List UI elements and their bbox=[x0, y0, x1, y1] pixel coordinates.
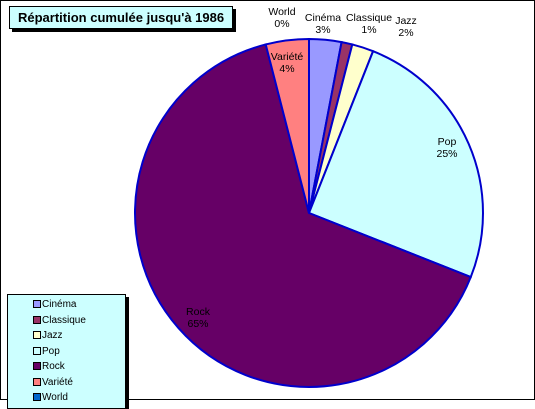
slice-label-jazz: Jazz 2% bbox=[395, 15, 417, 39]
pie-slice-rock bbox=[134, 43, 473, 388]
legend-item-jazz: Jazz bbox=[8, 328, 125, 344]
pie-slices bbox=[134, 37, 484, 388]
slice-label-variete: Variété 4% bbox=[271, 51, 304, 75]
chart-title: Répartition cumulée jusqu'à 1986 bbox=[9, 6, 234, 29]
slice-label-world: World 0% bbox=[268, 6, 295, 30]
legend-item-classique: Classique bbox=[8, 313, 125, 329]
legend-swatch-classique bbox=[33, 315, 41, 324]
pie-chart: Cinéma 3%Classique 1%Jazz 2% Pop 25% Rock 65% Va… bbox=[134, 6, 484, 388]
pie-slice-variete bbox=[264, 37, 310, 214]
legend-label-rock: Rock bbox=[42, 361, 65, 373]
slice-label-cinema: Cinéma 3% bbox=[305, 12, 341, 36]
legend-label-variete: Variété bbox=[42, 376, 73, 388]
legend-swatch-jazz bbox=[33, 331, 41, 339]
pie-labels: Cinéma 3%Classique 1%Jazz 2% Pop 25% Rock 65% Va… bbox=[186, 6, 457, 330]
pie-slice-pop bbox=[307, 49, 484, 279]
legend-swatch-variete bbox=[33, 377, 41, 386]
legend-label-cinema: Cinéma bbox=[42, 299, 77, 311]
legend-swatch-pop bbox=[33, 346, 41, 355]
legend-item-pop: Pop bbox=[8, 344, 125, 360]
legend-item-cinema: Cinéma bbox=[8, 297, 125, 313]
legend-swatch-cinema bbox=[33, 300, 41, 308]
legend: Cinéma Classique Jazz Pop Rock Variété World bbox=[7, 294, 126, 409]
legend-label-pop: Pop bbox=[42, 345, 60, 357]
legend-swatch-rock bbox=[33, 362, 41, 370]
legend-item-world: World bbox=[8, 390, 125, 406]
legend-label-world: World bbox=[42, 392, 68, 404]
slice-label-rock: Rock 65% bbox=[186, 306, 211, 330]
legend-item-rock: Rock bbox=[8, 359, 125, 375]
slice-label-pop: Pop 25% bbox=[436, 136, 457, 160]
slice-label-classique: Classique 1% bbox=[346, 12, 392, 36]
legend-label-jazz: Jazz bbox=[42, 330, 63, 342]
legend-item-variete: Variété bbox=[8, 375, 125, 391]
legend-label-classique: Classique bbox=[42, 314, 86, 326]
